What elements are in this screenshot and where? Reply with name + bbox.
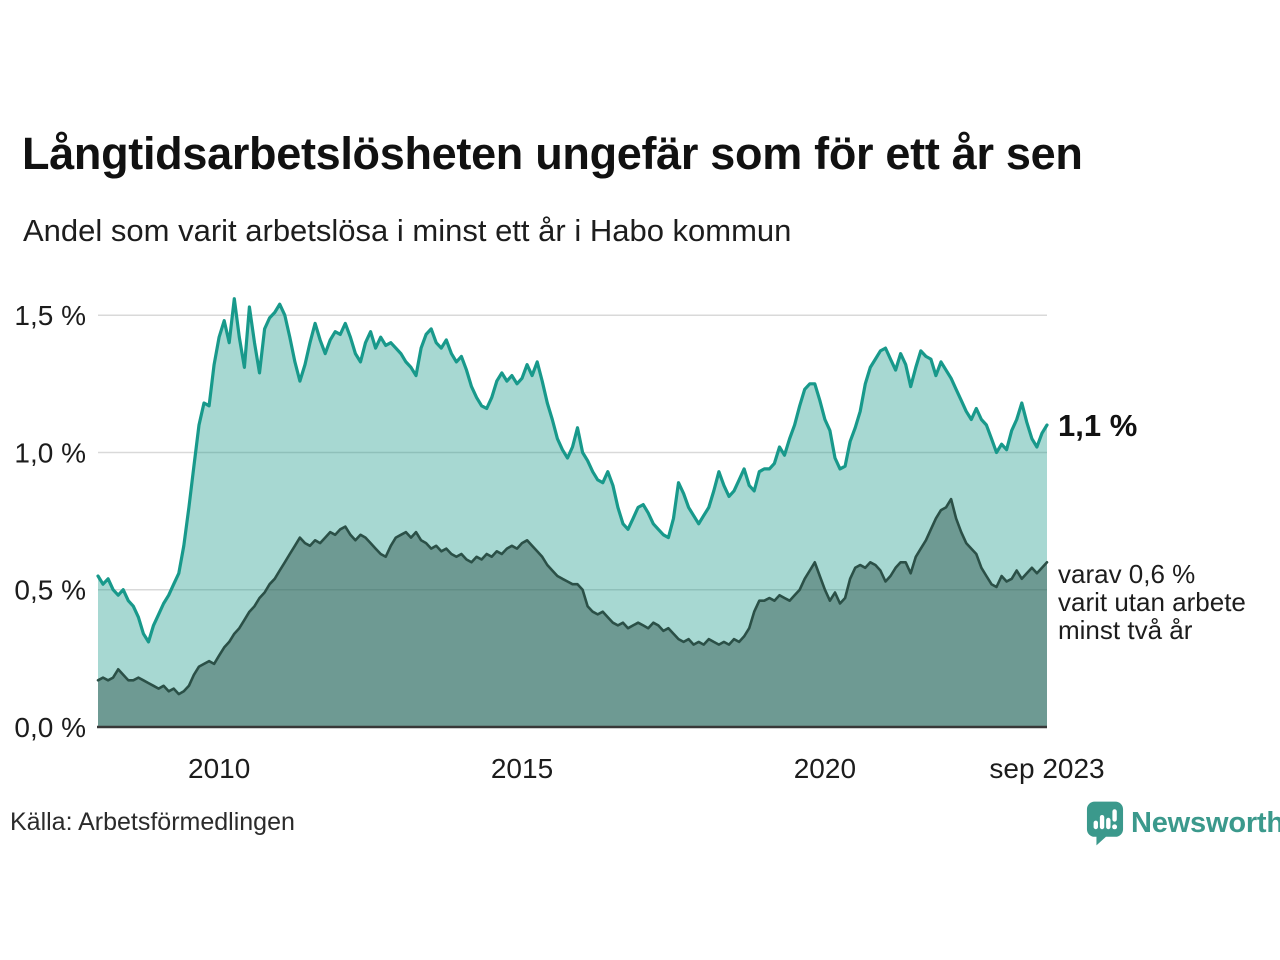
two-year-annotation: varav 0,6 % varit utan arbete minst två … xyxy=(1058,560,1246,644)
y-axis-tick-label: 0,5 % xyxy=(14,575,86,606)
chart-subtitle: Andel som varit arbetslösa i minst ett å… xyxy=(23,213,792,248)
y-axis-tick-label: 1,5 % xyxy=(14,300,86,331)
annotation-line-2: varit utan arbete xyxy=(1058,587,1246,617)
x-axis-tick-label: 2015 xyxy=(491,753,553,784)
x-axis-tick-label: 2020 xyxy=(794,753,856,784)
annotation-line-3: minst två år xyxy=(1058,615,1193,645)
newsworthy-logo-icon xyxy=(1086,801,1124,846)
x-axis-tick-label: sep 2023 xyxy=(989,753,1104,784)
y-axis-tick-label: 1,0 % xyxy=(14,437,86,468)
series-area-2 xyxy=(98,499,1047,727)
newsworthy-logo: Newsworthy xyxy=(1086,800,1280,847)
newsworthy-logo-text: Newsworthy xyxy=(1131,807,1280,839)
y-axis-tick-label: 0,0 % xyxy=(14,712,86,743)
latest-value-label: 1,1 % xyxy=(1058,408,1138,443)
series-area-1 xyxy=(98,298,1047,727)
chart-title: Långtidsarbetslösheten ungefär som för e… xyxy=(22,128,1083,179)
x-axis-tick-label: 2010 xyxy=(188,753,250,784)
series-line-2 xyxy=(96,497,1049,696)
source-label: Källa: Arbetsförmedlingen xyxy=(10,808,295,836)
annotation-line-1: varav 0,6 % xyxy=(1058,559,1196,589)
series-line-1 xyxy=(96,297,1049,644)
